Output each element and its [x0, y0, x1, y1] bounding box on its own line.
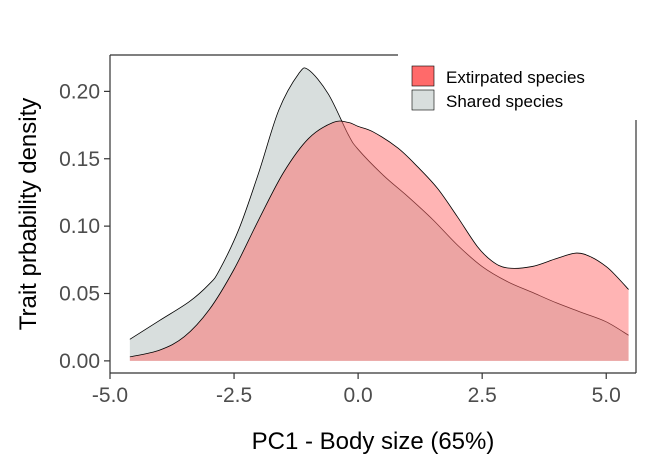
y-tick-label: 0.15	[59, 148, 100, 171]
legend-label-extirpated: Extirpated species	[446, 68, 585, 87]
x-tick-label: 2.5	[468, 384, 497, 407]
x-axis-ticks: -5.0 -2.5 0.0 2.5 5.0	[92, 373, 621, 407]
x-tick-label: -2.5	[216, 384, 252, 407]
y-axis-title: Trait prbability density	[15, 98, 42, 331]
density-line-extirpated-species	[129, 120, 629, 358]
y-tick-label: 0.10	[59, 215, 100, 238]
density-area-extirpated-species	[129, 121, 629, 361]
y-tick-label: 0.20	[59, 80, 100, 103]
y-tick-label: 0.05	[59, 283, 100, 306]
legend-label-shared: Shared species	[446, 92, 563, 111]
x-axis-title: PC1 - Body size (65%)	[252, 428, 495, 455]
x-tick-label: -5.0	[92, 384, 128, 407]
density-areas	[129, 67, 629, 361]
x-tick-label: 5.0	[592, 384, 621, 407]
y-tick-label: 0.00	[59, 350, 100, 373]
legend: Extirpated species Shared species	[398, 55, 638, 120]
legend-background	[398, 55, 638, 120]
y-axis-ticks: 0.00 0.05 0.10 0.15 0.20	[59, 80, 110, 373]
legend-key-extirpated	[411, 65, 435, 87]
legend-key-shared	[411, 89, 435, 111]
x-tick-label: 0.0	[344, 384, 373, 407]
